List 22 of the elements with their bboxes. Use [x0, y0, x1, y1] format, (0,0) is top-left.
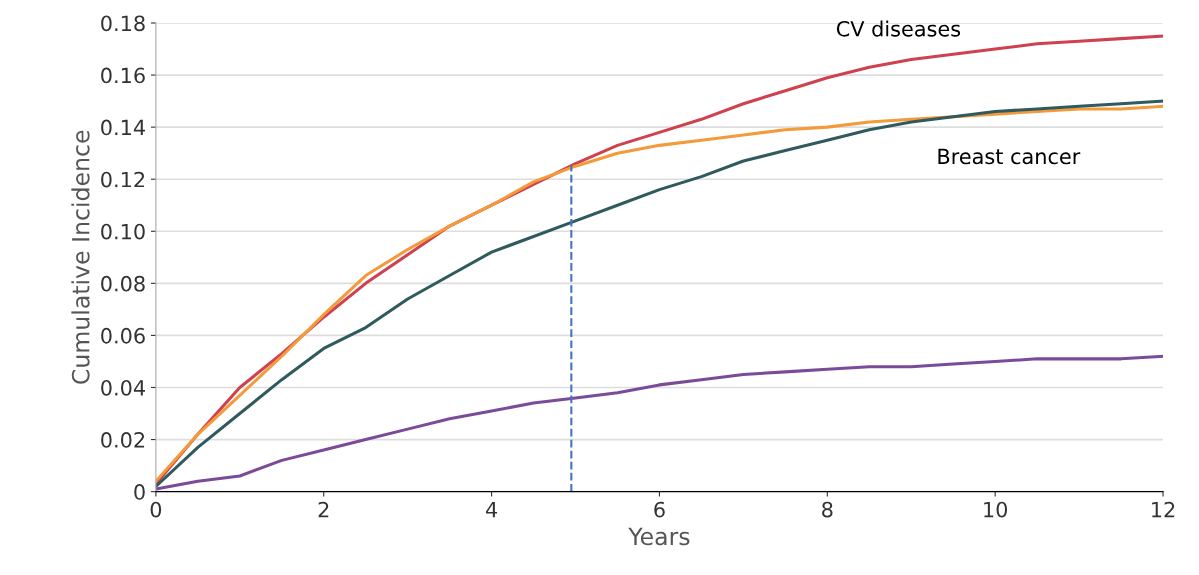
- x-axis-title: Years: [628, 527, 690, 546]
- y-tick-label: 0.14: [101, 119, 145, 136]
- x-tick-label: 10: [984, 501, 1008, 518]
- x-tick-label: 8: [822, 501, 833, 518]
- y-tick-label: 0: [134, 484, 145, 500]
- y-tick-label: 0.10: [101, 223, 145, 240]
- line-series: [155, 354, 1164, 491]
- y-tick-label: 0.18: [101, 15, 145, 32]
- y-tick-label: 0.02: [101, 432, 145, 448]
- x-tick-label: 6: [654, 501, 665, 518]
- annotation: CV diseases: [836, 20, 961, 37]
- y-tick-label: 0.04: [101, 379, 145, 396]
- y-axis-title: Cumulative Incidence: [71, 130, 90, 384]
- y-tick-label: 0.12: [101, 171, 145, 188]
- y-tick-label: 0.08: [101, 275, 145, 292]
- y-tick-label: 0.06: [101, 327, 145, 344]
- y-tick-label: 0.16: [101, 67, 145, 84]
- x-tick-label: 2: [318, 501, 329, 518]
- x-tick-label: 12: [1152, 501, 1175, 518]
- x-tick-label: 0: [150, 501, 162, 518]
- annotation: Breast cancer: [938, 148, 1081, 165]
- x-tick-label: 4: [485, 501, 498, 518]
